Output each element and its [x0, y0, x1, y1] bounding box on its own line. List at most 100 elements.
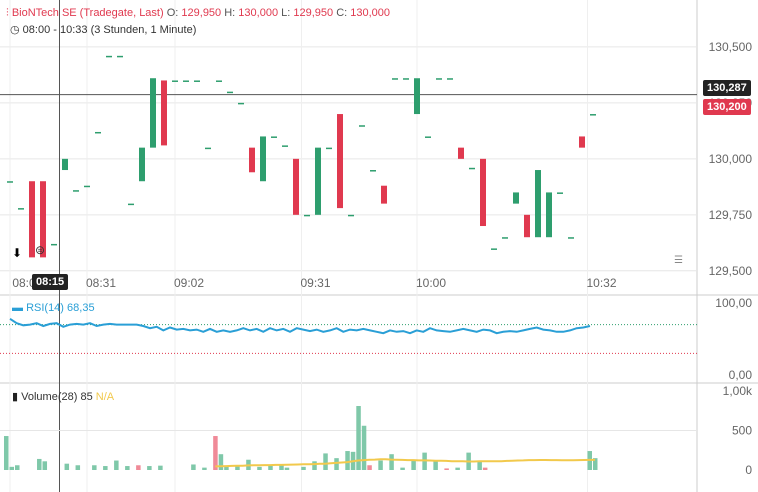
volume-bar — [257, 466, 262, 470]
candle — [95, 131, 101, 134]
candle — [568, 237, 574, 239]
candle — [161, 80, 167, 146]
axes: 130,500130,250130,000129,750129,50008:00… — [12, 40, 753, 477]
volume-bar — [4, 436, 9, 470]
volume-bar — [213, 436, 218, 470]
candlestick-icon: ⫶ — [6, 7, 9, 19]
candle — [414, 78, 420, 115]
volume-bar — [361, 425, 367, 470]
time-tick-label: 08:31 — [86, 276, 116, 290]
volume-bar — [356, 406, 361, 470]
volume-header: ▮ Volume(28) 85 N/A — [12, 390, 114, 403]
candle — [579, 136, 585, 148]
high-label: H: — [224, 7, 236, 19]
last-price-badge: 130,200 — [703, 99, 751, 115]
volume-bar — [345, 451, 350, 470]
time-tick-label: 09:31 — [300, 276, 330, 290]
candle — [128, 203, 134, 206]
rsi-series — [9, 317, 591, 335]
candle — [436, 78, 442, 80]
candle — [326, 147, 332, 150]
rsi-header: ▬ RSI(14) 68,35 — [12, 302, 95, 314]
rsi-settings-icon[interactable]: ▬ — [12, 302, 23, 314]
volume-bar — [334, 458, 339, 470]
close-label: C: — [336, 7, 348, 19]
time-tick-label: 09:02 — [174, 276, 204, 290]
candle — [293, 158, 299, 215]
candle — [370, 170, 376, 172]
volume-bar — [37, 458, 42, 470]
high-value: 130,000 — [238, 7, 279, 19]
candle — [260, 136, 266, 182]
volume-bar — [235, 466, 240, 470]
volume-bar — [191, 464, 196, 470]
chart-header: ⫶ BioNTech SE (Tradegate, Last) O: 129,9… — [6, 7, 390, 20]
volume-bars-icon[interactable]: ▮ — [12, 391, 19, 403]
candle — [337, 114, 343, 209]
candle — [524, 214, 530, 238]
volume-tick-label: 0 — [745, 463, 752, 477]
volume-bar — [75, 465, 81, 470]
time-range-label: 08:00 - 10:33 — [22, 24, 88, 36]
volume-bar — [411, 460, 416, 470]
candle — [535, 170, 541, 238]
volume-bar — [455, 467, 460, 470]
candle — [546, 192, 552, 238]
open-value: 129,950 — [181, 7, 222, 19]
candle — [51, 243, 57, 246]
candle — [227, 91, 233, 94]
candle-series — [7, 55, 596, 258]
open-label: O: — [166, 7, 179, 19]
volume-bar — [42, 461, 48, 470]
candle — [117, 55, 123, 58]
time-tick-label: 10:00 — [416, 276, 446, 290]
volume-value: 85 — [80, 391, 93, 403]
volume-bar — [125, 466, 130, 470]
candle — [194, 80, 200, 82]
volume-ma-line — [215, 458, 595, 468]
interval-label: (3 Stunden, 1 Minute) — [90, 24, 197, 36]
volume-bar — [433, 460, 438, 470]
volume-bar — [64, 463, 70, 470]
volume-tick-label: 1,00k — [723, 384, 753, 398]
volume-bar — [114, 460, 119, 470]
volume-bar — [477, 461, 482, 470]
candle — [557, 192, 563, 194]
time-tick-label: 10:32 — [586, 276, 616, 290]
volume-bar — [218, 454, 224, 470]
price-tick-label: 130,000 — [709, 152, 753, 166]
candle — [469, 167, 475, 170]
volume-bar — [593, 458, 598, 470]
candle — [447, 78, 453, 80]
volume-bar — [389, 454, 394, 470]
volume-bar — [482, 467, 488, 470]
candle — [205, 147, 211, 150]
rsi-line — [9, 317, 591, 335]
volume-bar — [444, 468, 449, 470]
candle — [238, 102, 244, 105]
candle — [172, 80, 178, 82]
scale-toggle-icon[interactable]: ☰ — [674, 255, 683, 266]
candle — [150, 78, 156, 148]
candle — [271, 136, 277, 138]
candle — [7, 181, 13, 183]
candle — [73, 190, 79, 192]
volume-bar — [279, 464, 284, 470]
candle — [183, 80, 189, 82]
volume-bar — [92, 465, 97, 470]
low-value: 129,950 — [293, 7, 334, 19]
volume-bar — [367, 465, 372, 470]
candle — [348, 214, 354, 217]
candle — [62, 158, 68, 171]
candle — [502, 237, 508, 239]
candle — [29, 181, 35, 258]
volume-tick-label: 500 — [732, 424, 752, 438]
candle — [106, 55, 112, 58]
scroll-down-icon[interactable]: ⬇ — [12, 246, 23, 260]
candle — [139, 147, 145, 182]
rsi-label: RSI(14) — [26, 302, 64, 314]
candle — [359, 125, 365, 127]
volume-bar — [15, 465, 20, 470]
